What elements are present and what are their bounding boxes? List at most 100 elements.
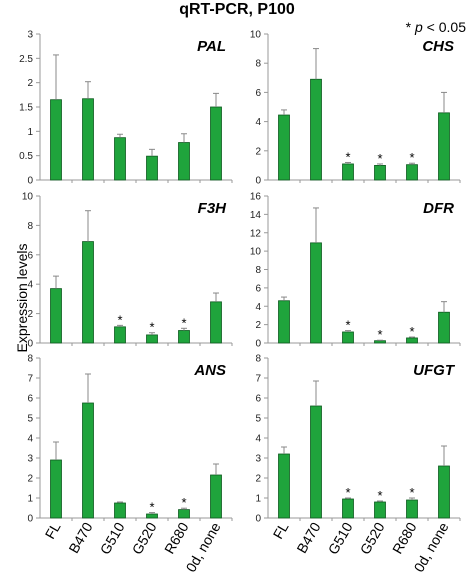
dfr-panel-title: DFR bbox=[423, 200, 454, 217]
ans-y-tick-label: 5 bbox=[27, 414, 33, 425]
ufgt-bar-3 bbox=[374, 501, 386, 519]
dfr-y-tick-label: 4 bbox=[255, 302, 261, 313]
ufgt-y-tick-label: 2 bbox=[255, 474, 261, 485]
f3h-significance-star-3: * bbox=[149, 320, 154, 335]
significance-note-suffix: < 0.05 bbox=[422, 19, 466, 35]
chs-significance-star-2: * bbox=[345, 149, 350, 164]
ans-y-tick-label: 8 bbox=[27, 354, 33, 365]
dfr-y-tick-label: 16 bbox=[250, 192, 262, 203]
ufgt-category-label-1: B470 bbox=[293, 519, 323, 556]
dfr-y-tick-label: 8 bbox=[255, 265, 261, 276]
ufgt-category-label-2: G510 bbox=[325, 519, 356, 557]
pal-bar-0 bbox=[50, 99, 62, 181]
dfr-significance-star-4: * bbox=[409, 324, 414, 339]
ufgt-significance-star-4: * bbox=[409, 485, 414, 500]
ufgt-y-tick-label: 0 bbox=[255, 514, 261, 525]
ufgt-panel-title: UFGT bbox=[413, 362, 456, 379]
ufgt-y-tick-label: 3 bbox=[255, 454, 261, 465]
chs-y-tick-label: 0 bbox=[255, 176, 261, 187]
ufgt-bar-1 bbox=[310, 405, 322, 519]
chs-bar-0 bbox=[278, 114, 290, 181]
chs-y-tick-label: 4 bbox=[255, 117, 261, 128]
ans-y-tick-label: 7 bbox=[27, 374, 33, 385]
f3h-bar-1 bbox=[82, 241, 94, 344]
chs-bar-4 bbox=[406, 164, 418, 181]
chs-y-tick-label: 2 bbox=[255, 146, 261, 157]
ans-significance-star-3: * bbox=[149, 500, 154, 515]
chs-bar-1 bbox=[310, 78, 322, 181]
ufgt-category-label-0: FL bbox=[270, 519, 292, 541]
pal-y-tick-label: 0.5 bbox=[19, 151, 33, 162]
dfr-significance-star-2: * bbox=[345, 318, 350, 333]
pal-y-tick-label: 3 bbox=[27, 30, 33, 41]
chs-bar-3 bbox=[374, 164, 386, 181]
ufgt-category-label-3: G520 bbox=[357, 519, 388, 557]
ans-category-label-0: FL bbox=[42, 519, 64, 541]
ufgt-bar-0 bbox=[278, 453, 290, 519]
chs-significance-star-4: * bbox=[409, 150, 414, 165]
f3h-y-tick-label: 0 bbox=[27, 339, 33, 350]
f3h-y-tick-label: 10 bbox=[22, 192, 34, 203]
dfr-bar-0 bbox=[278, 300, 290, 344]
ans-category-label-3: G520 bbox=[129, 519, 160, 557]
f3h-bar-3 bbox=[146, 334, 158, 344]
chs-bar-2 bbox=[342, 163, 354, 181]
f3h-bar-0 bbox=[50, 288, 62, 344]
f3h-y-tick-label: 8 bbox=[27, 221, 33, 232]
figure-title: qRT-PCR, P100 bbox=[179, 1, 295, 18]
significance-note-p: p bbox=[415, 19, 423, 35]
ufgt-bar-5 bbox=[438, 465, 450, 519]
dfr-y-tick-label: 0 bbox=[255, 339, 261, 350]
pal-y-tick-label: 0 bbox=[27, 176, 33, 187]
ans-y-tick-label: 2 bbox=[27, 474, 33, 485]
ans-y-tick-label: 6 bbox=[27, 394, 33, 405]
ans-bar-2 bbox=[114, 502, 126, 519]
ufgt-significance-star-3: * bbox=[377, 488, 382, 503]
ans-bar-1 bbox=[82, 402, 94, 519]
pal-y-tick-label: 1 bbox=[27, 127, 33, 138]
f3h-panel-title: F3H bbox=[198, 200, 228, 217]
ans-category-label-2: G510 bbox=[97, 519, 128, 557]
ufgt-significance-star-2: * bbox=[345, 485, 350, 500]
dfr-bar-1 bbox=[310, 242, 322, 344]
ufgt-y-tick-label: 4 bbox=[255, 434, 261, 445]
ufgt-category-label-4: R680 bbox=[389, 519, 420, 556]
pal-y-tick-label: 2.5 bbox=[19, 54, 33, 65]
pal-bar-5 bbox=[210, 106, 222, 181]
ans-y-tick-label: 1 bbox=[27, 494, 33, 505]
f3h-y-tick-label: 4 bbox=[27, 280, 33, 291]
ufgt-y-tick-label: 5 bbox=[255, 414, 261, 425]
ufgt-bar-2 bbox=[342, 498, 354, 519]
dfr-bar-2 bbox=[342, 331, 354, 344]
dfr-y-tick-label: 14 bbox=[250, 210, 262, 221]
ans-y-tick-label: 4 bbox=[27, 434, 33, 445]
significance-note-prefix: * bbox=[405, 19, 415, 35]
pal-y-tick-label: 1.5 bbox=[19, 103, 33, 114]
f3h-significance-star-2: * bbox=[117, 312, 122, 327]
pal-bar-1 bbox=[82, 98, 94, 181]
ans-y-tick-label: 3 bbox=[27, 454, 33, 465]
ufgt-y-tick-label: 1 bbox=[255, 494, 261, 505]
dfr-y-tick-label: 2 bbox=[255, 320, 261, 331]
f3h-bar-5 bbox=[210, 301, 222, 344]
ans-y-tick-label: 0 bbox=[27, 514, 33, 525]
chs-y-tick-label: 10 bbox=[250, 30, 262, 41]
chs-bar-5 bbox=[438, 112, 450, 181]
f3h-y-tick-label: 6 bbox=[27, 250, 33, 261]
pal-bar-4 bbox=[178, 142, 190, 181]
ufgt-bar-4 bbox=[406, 499, 418, 519]
pal-bar-3 bbox=[146, 155, 158, 181]
significance-note: * p < 0.05 bbox=[406, 19, 466, 35]
pal-y-tick-label: 2 bbox=[27, 78, 33, 89]
ans-bar-0 bbox=[50, 459, 62, 519]
ufgt-y-tick-label: 6 bbox=[255, 394, 261, 405]
ans-bar-4 bbox=[178, 509, 190, 519]
ans-panel-title: ANS bbox=[193, 362, 226, 379]
f3h-bar-2 bbox=[114, 326, 126, 344]
dfr-y-tick-label: 12 bbox=[250, 228, 262, 239]
dfr-y-tick-label: 10 bbox=[250, 247, 262, 258]
ans-category-label-4: R680 bbox=[161, 519, 192, 556]
chs-y-tick-label: 8 bbox=[255, 59, 261, 70]
ufgt-y-tick-label: 7 bbox=[255, 374, 261, 385]
